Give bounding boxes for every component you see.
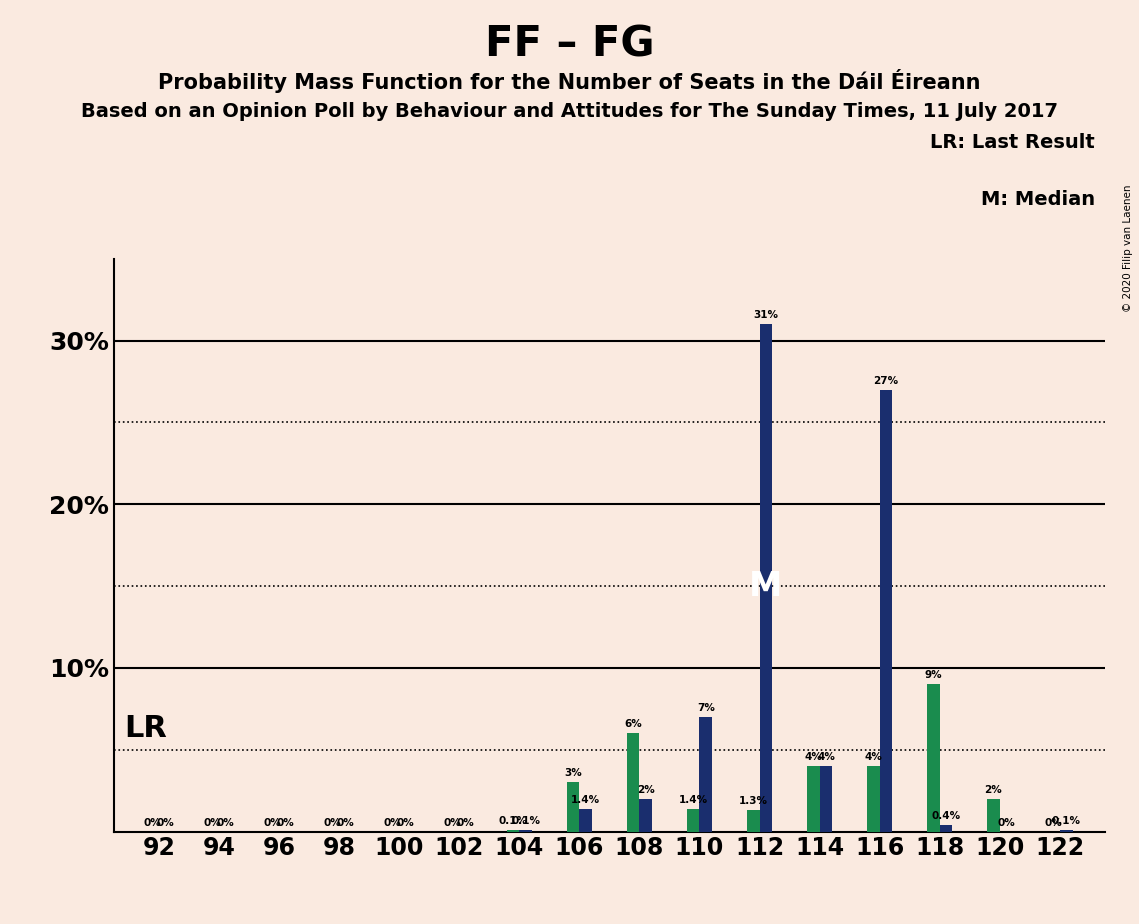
Bar <box>879 390 892 832</box>
Text: 3%: 3% <box>564 769 582 778</box>
Bar <box>687 808 699 832</box>
Text: LR: LR <box>124 714 166 743</box>
Text: 0%: 0% <box>323 818 342 828</box>
Bar <box>867 766 879 832</box>
Text: FF – FG: FF – FG <box>485 23 654 65</box>
Text: 9%: 9% <box>925 670 942 680</box>
Text: 0%: 0% <box>1044 818 1063 828</box>
Text: 1.3%: 1.3% <box>738 796 768 807</box>
Bar <box>519 830 532 832</box>
Text: Probability Mass Function for the Number of Seats in the Dáil Éireann: Probability Mass Function for the Number… <box>158 69 981 93</box>
Bar <box>988 799 1000 832</box>
Bar <box>927 685 940 832</box>
Text: 1.4%: 1.4% <box>571 795 600 805</box>
Bar <box>626 734 639 832</box>
Text: 2%: 2% <box>637 784 655 795</box>
Text: 0.4%: 0.4% <box>932 811 960 821</box>
Text: 31%: 31% <box>753 310 778 320</box>
Text: 0%: 0% <box>204 818 221 828</box>
Text: M: M <box>749 569 782 602</box>
Text: 4%: 4% <box>865 752 883 762</box>
Bar <box>760 324 772 832</box>
Text: 4%: 4% <box>817 752 835 762</box>
Bar <box>806 766 820 832</box>
Text: LR: Last Result: LR: Last Result <box>931 133 1095 152</box>
Bar <box>580 808 592 832</box>
Text: 0%: 0% <box>444 818 461 828</box>
Bar <box>820 766 833 832</box>
Text: Based on an Opinion Poll by Behaviour and Attitudes for The Sunday Times, 11 Jul: Based on an Opinion Poll by Behaviour an… <box>81 102 1058 121</box>
Text: 7%: 7% <box>697 703 715 713</box>
Text: 0%: 0% <box>337 818 354 828</box>
Bar <box>699 717 712 832</box>
Text: M: Median: M: Median <box>981 190 1095 209</box>
Text: 0%: 0% <box>144 818 162 828</box>
Text: 6%: 6% <box>624 719 642 729</box>
Text: 2%: 2% <box>984 784 1002 795</box>
Text: 27%: 27% <box>874 375 899 385</box>
Text: 0.1%: 0.1% <box>1051 816 1081 826</box>
Text: 0%: 0% <box>998 818 1015 828</box>
Text: © 2020 Filip van Laenen: © 2020 Filip van Laenen <box>1123 185 1133 312</box>
Text: 0.1%: 0.1% <box>511 816 540 826</box>
Text: 0%: 0% <box>264 818 281 828</box>
Text: 0%: 0% <box>457 818 475 828</box>
Text: 0%: 0% <box>277 818 294 828</box>
Bar <box>566 783 580 832</box>
Text: 1.4%: 1.4% <box>679 795 707 805</box>
Text: 0%: 0% <box>156 818 174 828</box>
Bar <box>1059 830 1073 832</box>
Bar <box>639 799 653 832</box>
Text: 4%: 4% <box>804 752 822 762</box>
Text: 0%: 0% <box>216 818 235 828</box>
Bar <box>940 825 952 832</box>
Text: 0.1%: 0.1% <box>499 816 527 826</box>
Bar <box>747 810 760 832</box>
Text: 0%: 0% <box>396 818 415 828</box>
Bar <box>507 830 519 832</box>
Text: 0%: 0% <box>384 818 402 828</box>
